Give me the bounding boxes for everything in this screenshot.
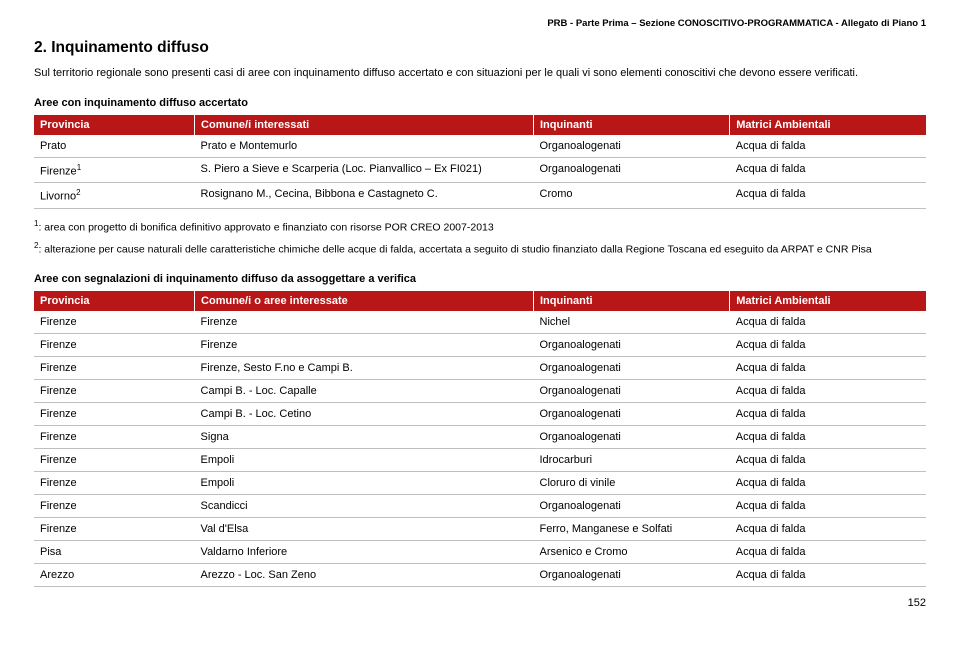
cell-provincia: Firenze [34,334,195,357]
footnote-sup: 2 [34,241,38,250]
cell-inquinanti: Organoalogenati [534,334,730,357]
cell-inquinanti: Organoalogenati [534,403,730,426]
table2-th-provincia: Provincia [34,291,195,311]
page-number: 152 [34,597,926,609]
cell-provincia: Firenze [34,495,195,518]
cell-inquinanti: Nichel [534,311,730,334]
cell-inquinanti: Organoalogenati [534,495,730,518]
cell-inquinanti: Organoalogenati [534,426,730,449]
footnote-sup: 1 [34,219,38,228]
footnote: 2: alterazione per cause naturali delle … [34,241,926,257]
cell-inquinanti: Organoalogenati [534,135,730,158]
cell-comune: Signa [195,426,534,449]
cell-matrici: Acqua di falda [730,380,926,403]
cell-provincia: Firenze [34,449,195,472]
cell-provincia: Firenze [34,311,195,334]
table-row: FirenzeFirenzeOrganoalogenatiAcqua di fa… [34,334,926,357]
table1-th-provincia: Provincia [34,115,195,135]
cell-provincia: Arezzo [34,564,195,587]
table-row: Firenze1S. Piero a Sieve e Scarperia (Lo… [34,157,926,183]
table-row: FirenzeCampi B. - Loc. CetinoOrganoaloge… [34,403,926,426]
cell-matrici: Acqua di falda [730,472,926,495]
table-row: Livorno2Rosignano M., Cecina, Bibbona e … [34,183,926,209]
cell-inquinanti: Organoalogenati [534,357,730,380]
cell-inquinanti: Ferro, Manganese e Solfati [534,518,730,541]
table-row: ArezzoArezzo - Loc. San ZenoOrganoalogen… [34,564,926,587]
cell-inquinanti: Arsenico e Cromo [534,541,730,564]
cell-matrici: Acqua di falda [730,357,926,380]
cell-matrici: Acqua di falda [730,135,926,158]
cell-provincia: Pisa [34,541,195,564]
table1-caption: Aree con inquinamento diffuso accertato [34,97,926,109]
cell-comune: Scandicci [195,495,534,518]
cell-comune: S. Piero a Sieve e Scarperia (Loc. Pianv… [195,157,534,183]
cell-comune: Valdarno Inferiore [195,541,534,564]
table1-th-matrici: Matrici Ambientali [730,115,926,135]
table-row: FirenzeEmpoliCloruro di vinileAcqua di f… [34,472,926,495]
table2-caption: Aree con segnalazioni di inquinamento di… [34,273,926,285]
cell-comune: Firenze [195,311,534,334]
cell-inquinanti: Cromo [534,183,730,209]
cell-matrici: Acqua di falda [730,564,926,587]
table-row: FirenzeEmpoliIdrocarburiAcqua di falda [34,449,926,472]
table1-th-comune: Comune/i interessati [195,115,534,135]
table-row: FirenzeSignaOrganoalogenatiAcqua di fald… [34,426,926,449]
intro-paragraph: Sul territorio regionale sono presenti c… [34,67,926,81]
cell-matrici: Acqua di falda [730,495,926,518]
cell-comune: Prato e Montemurlo [195,135,534,158]
cell-provincia: Firenze1 [34,157,195,183]
cell-inquinanti: Organoalogenati [534,564,730,587]
cell-provincia: Firenze [34,426,195,449]
table2-th-comune: Comune/i o aree interessate [195,291,534,311]
cell-matrici: Acqua di falda [730,157,926,183]
cell-matrici: Acqua di falda [730,541,926,564]
cell-matrici: Acqua di falda [730,403,926,426]
cell-comune: Firenze, Sesto F.no e Campi B. [195,357,534,380]
cell-provincia: Firenze [34,472,195,495]
cell-inquinanti: Organoalogenati [534,157,730,183]
table2-th-matrici: Matrici Ambientali [730,291,926,311]
cell-comune: Campi B. - Loc. Cetino [195,403,534,426]
table-row: FirenzeCampi B. - Loc. CapalleOrganoalog… [34,380,926,403]
cell-comune: Rosignano M., Cecina, Bibbona e Castagne… [195,183,534,209]
cell-provincia: Firenze [34,518,195,541]
superscript: 2 [76,188,80,197]
cell-inquinanti: Idrocarburi [534,449,730,472]
table-row: FirenzeScandicciOrganoalogenatiAcqua di … [34,495,926,518]
cell-provincia: Firenze [34,403,195,426]
cell-provincia: Firenze [34,357,195,380]
cell-inquinanti: Organoalogenati [534,380,730,403]
cell-matrici: Acqua di falda [730,334,926,357]
cell-matrici: Acqua di falda [730,518,926,541]
superscript: 1 [77,163,81,172]
table-row: FirenzeFirenze, Sesto F.no e Campi B.Org… [34,357,926,380]
cell-matrici: Acqua di falda [730,183,926,209]
cell-matrici: Acqua di falda [730,449,926,472]
cell-inquinanti: Cloruro di vinile [534,472,730,495]
cell-comune: Firenze [195,334,534,357]
cell-comune: Arezzo - Loc. San Zeno [195,564,534,587]
table-row: FirenzeVal d'ElsaFerro, Manganese e Solf… [34,518,926,541]
table-accertato: Provincia Comune/i interessati Inquinant… [34,115,926,209]
cell-comune: Empoli [195,449,534,472]
document-header: PRB - Parte Prima – Sezione CONOSCITIVO-… [34,18,926,29]
cell-matrici: Acqua di falda [730,426,926,449]
table-row: FirenzeFirenzeNichelAcqua di falda [34,311,926,334]
cell-matrici: Acqua di falda [730,311,926,334]
footnote: 1: area con progetto di bonifica definit… [34,219,926,235]
cell-provincia: Livorno2 [34,183,195,209]
cell-provincia: Prato [34,135,195,158]
table-row: PisaValdarno InferioreArsenico e CromoAc… [34,541,926,564]
table1-th-inquinanti: Inquinanti [534,115,730,135]
cell-provincia: Firenze [34,380,195,403]
table-row: PratoPrato e MontemurloOrganoalogenatiAc… [34,135,926,158]
cell-comune: Val d'Elsa [195,518,534,541]
cell-comune: Empoli [195,472,534,495]
section-title: 2. Inquinamento diffuso [34,39,926,57]
table-verifica: Provincia Comune/i o aree interessate In… [34,291,926,587]
cell-comune: Campi B. - Loc. Capalle [195,380,534,403]
table2-th-inquinanti: Inquinanti [534,291,730,311]
